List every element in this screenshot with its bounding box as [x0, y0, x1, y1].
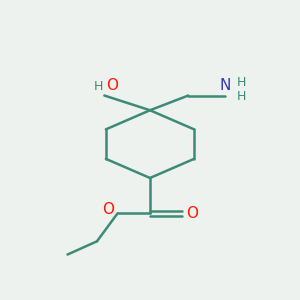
Text: O: O: [186, 206, 198, 221]
Text: N: N: [219, 78, 231, 93]
Text: H: H: [237, 91, 246, 103]
Text: O: O: [102, 202, 114, 217]
Text: O: O: [106, 78, 118, 93]
Text: H: H: [94, 80, 103, 93]
Text: H: H: [237, 76, 246, 89]
